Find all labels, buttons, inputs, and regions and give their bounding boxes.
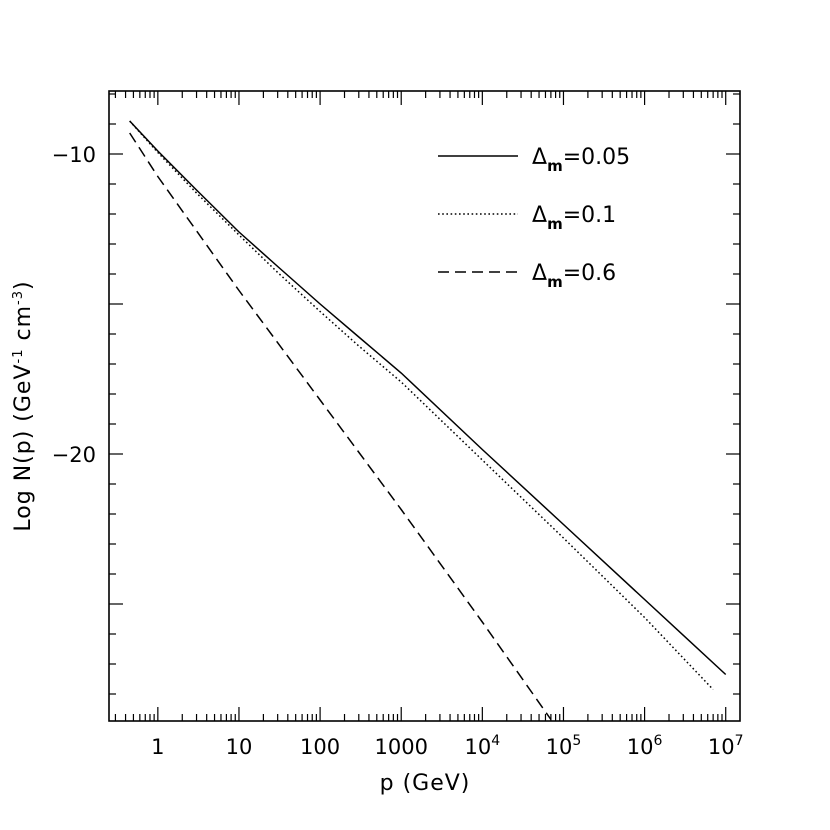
x-tick-label: 106: [627, 733, 663, 759]
x-tick-label: 104: [465, 733, 501, 759]
x-tick-label: 105: [546, 733, 582, 759]
x-tick-label: 1000: [374, 735, 427, 759]
y-tick-label: −20: [52, 443, 96, 467]
x-tick-label: 107: [708, 733, 744, 759]
x-tick-label: 1: [151, 735, 164, 759]
x-tick-label: 100: [300, 735, 340, 759]
x-tick-label: 10: [226, 735, 253, 759]
x-tick-labels: 1 10 100 1000 104 105 106 107: [151, 733, 743, 759]
series-lines: [129, 120, 727, 720]
legend-label: Δm=0.6: [532, 261, 616, 291]
x-axis-title: p (GeV): [380, 771, 471, 796]
axis-ticks: [109, 91, 740, 721]
y-tick-label: −10: [52, 143, 96, 167]
series-line-dashed: [129, 132, 552, 720]
plot-frame: [108, 90, 741, 722]
series-line-solid: [129, 120, 727, 676]
series-line-dotted: [129, 120, 714, 691]
legend-label: Δm=0.05: [532, 145, 630, 175]
y-axis-title: Log N(p) (GeV-1 cm-3): [11, 280, 36, 531]
legend-label: Δm=0.1: [532, 203, 616, 233]
legend: Δm=0.05 Δm=0.1 Δm=0.6: [438, 145, 630, 291]
y-tick-labels: −10 −20: [52, 143, 96, 467]
